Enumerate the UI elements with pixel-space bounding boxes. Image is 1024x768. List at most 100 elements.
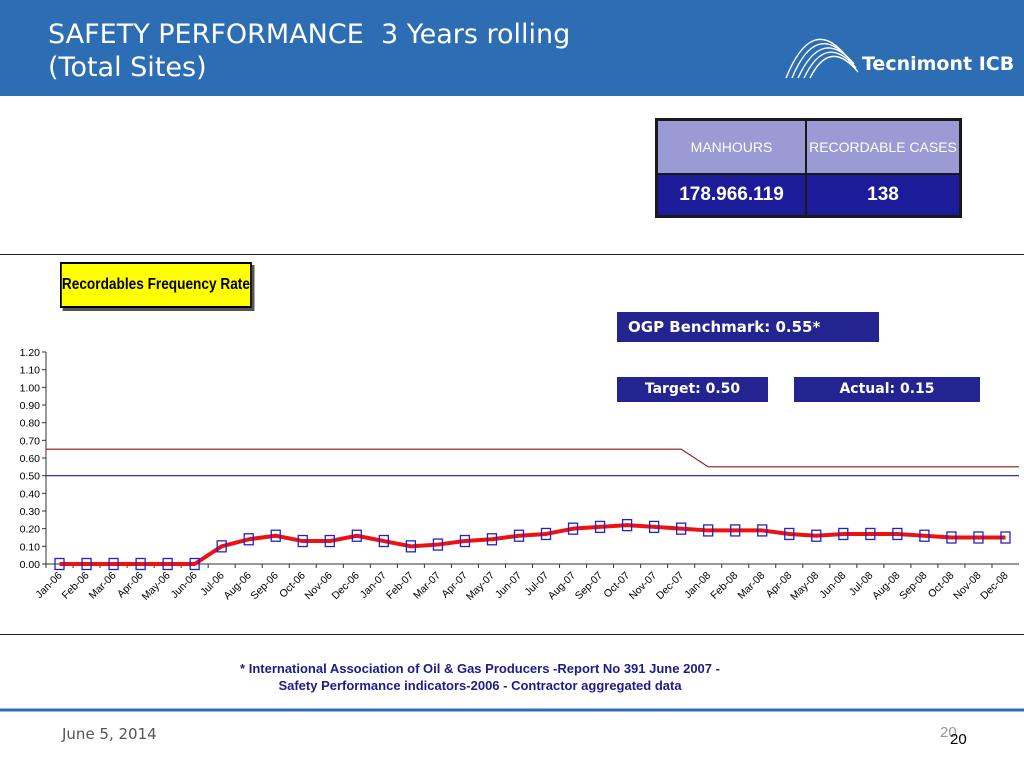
data-point <box>757 524 768 537</box>
x-tick-label: Dec-07 <box>654 570 687 603</box>
chart-title: Recordables Frequency Rate <box>60 262 252 308</box>
x-tick-label: Sep-06 <box>248 570 281 603</box>
stats-table: MANHOURS RECORDABLE CASES 178.966.119 13… <box>655 118 962 218</box>
y-tick-label: 1.00 <box>20 382 41 394</box>
manhours-value: 178.966.119 <box>655 173 807 218</box>
data-point <box>892 527 903 541</box>
x-tick-label: Sep-07 <box>573 570 606 603</box>
x-tick-label: Nov-06 <box>302 570 335 603</box>
top-divider <box>0 254 1024 255</box>
x-tick-label: Aug-06 <box>221 570 254 603</box>
benchmark-series-line <box>46 448 1019 468</box>
target-callout: Target: 0.50 <box>617 377 768 402</box>
data-point <box>270 529 281 542</box>
x-tick-label: Jun-06 <box>169 570 200 601</box>
arches-icon <box>785 38 859 79</box>
data-point <box>189 557 200 571</box>
recordable-cases-header: RECORDABLE CASES <box>805 118 962 175</box>
x-tick-label: Jun-07 <box>493 570 524 601</box>
benchmark-callout: OGP Benchmark: 0.55* <box>617 312 879 342</box>
x-tick-label: Mar-06 <box>87 570 119 602</box>
x-tick-label: Feb-07 <box>384 570 416 602</box>
y-tick-label: 0.00 <box>20 559 41 571</box>
y-tick-label: 1.10 <box>20 365 41 377</box>
y-tick-label: 0.60 <box>20 453 41 465</box>
data-point <box>243 533 254 546</box>
data-point <box>459 534 471 548</box>
footnote: * International Association of Oil & Gas… <box>100 660 860 694</box>
data-point <box>54 557 65 571</box>
actual-series-line <box>59 523 1006 566</box>
table-row: MANHOURS RECORDABLE CASES <box>655 118 962 175</box>
x-tick-label: Feb-08 <box>708 570 740 602</box>
data-point <box>81 557 92 571</box>
x-tick-label: Sep-08 <box>897 570 930 603</box>
x-tick-label: May-06 <box>140 570 173 603</box>
data-point <box>378 534 389 548</box>
y-tick-label: 0.30 <box>20 506 41 518</box>
data-point <box>486 533 498 546</box>
data-point <box>513 529 525 542</box>
slide-title: SAFETY PERFORMANCE 3 Years rolling (Tota… <box>48 19 571 83</box>
footer-rule <box>0 708 1024 712</box>
data-point <box>784 527 795 541</box>
data-point <box>621 518 633 532</box>
y-tick-label: 0.70 <box>20 435 41 447</box>
data-point <box>351 529 362 542</box>
data-point <box>838 527 849 541</box>
x-tick-label: May-07 <box>464 570 497 603</box>
data-point <box>946 531 957 544</box>
company-logo: Tecnimont ICB <box>780 20 1015 82</box>
data-point <box>811 529 822 542</box>
page-number: 20 <box>940 724 957 741</box>
header-bar: SAFETY PERFORMANCE 3 Years rolling (Tota… <box>0 0 1024 96</box>
actual-callout: Actual: 0.15 <box>794 377 980 402</box>
x-tick-label: Jun-08 <box>817 570 848 601</box>
line-chart: 0.00 0.10 0.20 0.30 0.40 0.50 0.60 0.70 0.80 0.90… <box>20 347 1019 603</box>
data-point <box>1000 531 1011 544</box>
data-point <box>594 520 606 534</box>
x-tick-label: Dec-06 <box>330 570 363 603</box>
data-point <box>216 540 227 553</box>
y-tick-label: 0.10 <box>20 541 41 553</box>
data-point <box>432 538 444 551</box>
x-tick-label: Jan-08 <box>682 570 713 601</box>
data-point <box>135 557 146 571</box>
data-point <box>973 531 984 544</box>
slide-date: June 5, 2014 <box>62 725 157 743</box>
y-tick-label: 1.20 <box>20 347 41 359</box>
x-tick-label: Dec-08 <box>978 570 1011 603</box>
x-tick-label: Mar-08 <box>735 570 767 602</box>
x-tick-label: May-08 <box>788 570 821 603</box>
footnote-line: Safety Performance indicators-2006 - Con… <box>278 678 682 693</box>
data-point <box>162 557 173 571</box>
footnote-line: * International Association of Oil & Gas… <box>240 661 720 676</box>
x-tick-label: Jan-06 <box>33 570 64 601</box>
data-point <box>676 522 687 535</box>
y-tick-label: 0.50 <box>20 471 41 483</box>
x-tick-label: Nov-07 <box>627 570 660 603</box>
data-point <box>324 534 335 548</box>
data-point <box>648 520 660 534</box>
y-tick-label: 0.40 <box>20 488 41 500</box>
data-point <box>703 524 714 537</box>
y-tick-label: 0.80 <box>20 418 41 430</box>
bottom-divider <box>0 634 1024 635</box>
data-point <box>108 557 119 571</box>
data-point <box>865 527 876 541</box>
x-tick-label: Nov-08 <box>951 570 984 603</box>
y-tick-label: 0.20 <box>20 524 41 536</box>
manhours-header: MANHOURS <box>655 118 807 175</box>
table-row: 178.966.119 138 <box>655 173 962 218</box>
recordable-cases-value: 138 <box>805 173 962 218</box>
page-number-overlay: 20 <box>950 731 967 748</box>
x-tick-label: Aug-07 <box>546 570 579 603</box>
data-point <box>919 529 930 542</box>
data-point <box>730 524 741 537</box>
data-point <box>297 534 308 548</box>
data-point <box>405 540 417 553</box>
y-tick-label: 0.90 <box>20 400 41 412</box>
data-point <box>540 527 552 541</box>
logo-text: Tecnimont ICB <box>862 53 1015 75</box>
x-tick-label: Jan-07 <box>358 570 389 601</box>
